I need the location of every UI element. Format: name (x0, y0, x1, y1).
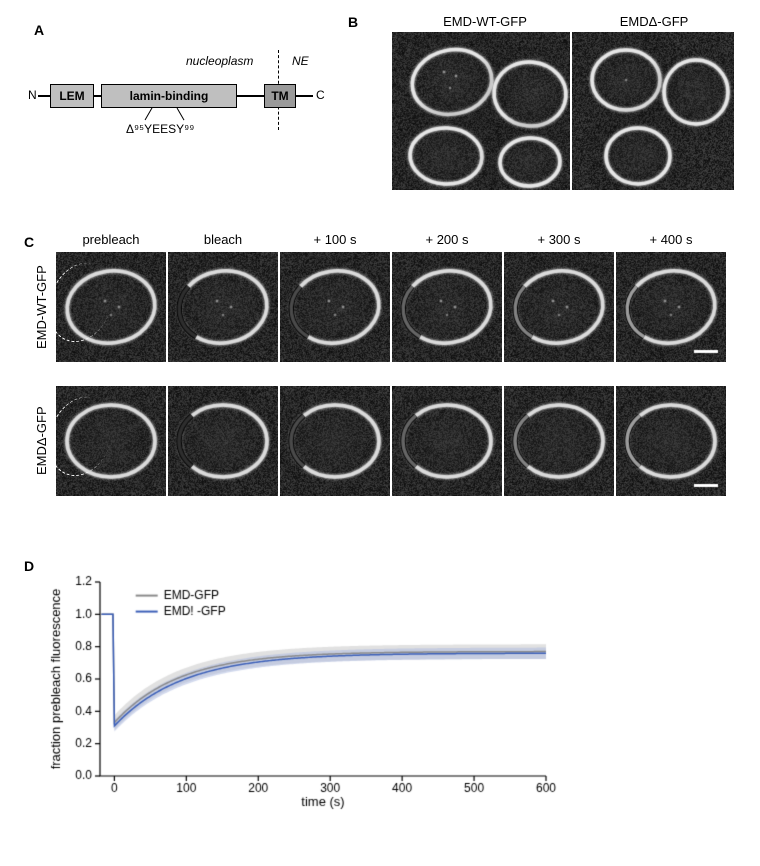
panel-c-frame-r1-c0 (56, 386, 166, 496)
panel-c-col-0: prebleach (56, 232, 166, 247)
panel-b-image-1 (392, 32, 570, 190)
panel-c-frame-r0-c2 (280, 252, 390, 362)
panel-c-frame-r0-c0 (56, 252, 166, 362)
panel-c-col-2: + 100 s (280, 232, 390, 247)
panel-c-frame-r0-c4 (504, 252, 614, 362)
n-terminus: N (28, 88, 37, 102)
ne-label: NE (292, 54, 309, 68)
tm-domain: TM (264, 84, 296, 108)
c-terminus: C (316, 88, 325, 102)
panel-c-frame-r1-c2 (280, 386, 390, 496)
panel-b-image-2 (572, 32, 734, 190)
protein-line-left (38, 95, 50, 97)
panel-c-row1-label: EMD-WT-GFP (34, 252, 49, 362)
nucleoplasm-label: nucleoplasm (186, 54, 253, 68)
panel-c-frame-r1-c4 (504, 386, 614, 496)
panel-c-frame-r0-c5 (616, 252, 726, 362)
panel-c-frame-r1-c1 (168, 386, 278, 496)
panel-c-col-5: + 400 s (616, 232, 726, 247)
lem-domain: LEM (50, 84, 94, 108)
link1 (93, 95, 101, 97)
del-tick-l (145, 108, 153, 121)
panel-c-frame-r1-c3 (392, 386, 502, 496)
panel-b-col2: EMDΔ-GFP (574, 14, 734, 29)
panel-c-label: C (24, 234, 34, 250)
panel-c-frame-r0-c3 (392, 252, 502, 362)
panel-d-label: D (24, 558, 34, 574)
panel-c-frame-r0-c1 (168, 252, 278, 362)
panel-b-col1: EMD-WT-GFP (400, 14, 570, 29)
lamin-domain: lamin-binding (101, 84, 237, 108)
panel-c-row2-label: EMDΔ-GFP (34, 386, 49, 496)
panel-a-label: A (34, 22, 44, 38)
panel-c-frame-r1-c5 (616, 386, 726, 496)
panel-b-label: B (348, 14, 358, 30)
deletion-label: Δ⁹⁵YEESY⁹⁹ (126, 122, 194, 136)
panel-c-col-1: bleach (168, 232, 278, 247)
link2 (236, 95, 264, 97)
frap-chart (40, 570, 560, 820)
protein-line-right (295, 95, 313, 97)
panel-c-col-3: + 200 s (392, 232, 502, 247)
del-tick-r (177, 108, 185, 121)
panel-c-col-4: + 300 s (504, 232, 614, 247)
